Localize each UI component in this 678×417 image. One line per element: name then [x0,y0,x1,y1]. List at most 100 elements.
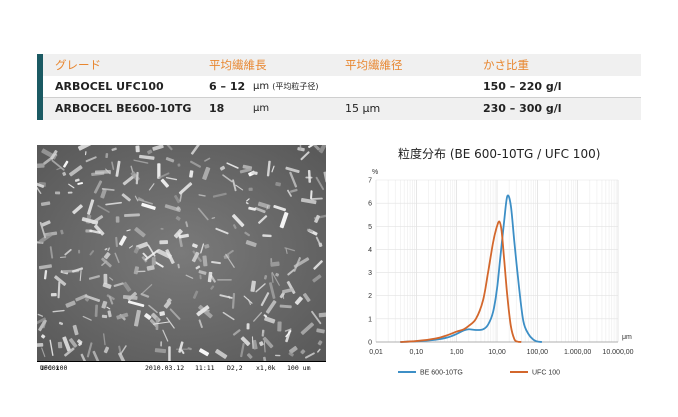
sem-particle [62,336,71,352]
sem-particle [122,281,132,292]
sem-particle [293,257,301,272]
sem-particle [277,321,282,332]
sem-particle [247,298,252,306]
sem-particle [302,293,311,303]
sem-particle [279,292,285,299]
sem-particle [67,191,73,194]
sem-particle [175,206,181,211]
table-row: ARBOCEL BE600-10TG 18 μm 15 μm 230 – 300… [43,98,641,120]
y-tick-label: 7 [368,178,372,185]
sem-particle [260,292,270,307]
sem-particle [85,151,87,156]
sem-particle [89,229,101,234]
sem-particle [262,336,274,349]
sem-particle [212,192,227,198]
sem-particle [168,346,171,361]
sem-particle [43,270,48,280]
sem-particle [160,178,170,188]
x-tick-label: 0,01 [369,349,383,356]
sem-particle [288,351,294,357]
sem-particle [166,317,175,329]
y-tick-label: 0 [368,340,372,347]
sem-particle [185,274,194,279]
sem-date: 2010.03.12 [145,364,185,372]
sem-particle [318,145,326,154]
sem-particle [225,253,235,268]
sem-particle [310,190,313,200]
x-tick-label: 10,00 [488,349,506,356]
sem-particle [204,157,211,162]
sem-particle [71,267,84,273]
sem-particle [105,153,109,159]
sem-particle [122,295,138,300]
sem-particle [192,290,199,299]
sem-particle [52,309,65,313]
chart-grid [375,179,619,343]
sem-particle [135,145,140,153]
sem-particle [304,352,315,359]
sem-particle [64,248,72,256]
sem-particle [100,189,107,199]
sem-particle [165,157,175,163]
sem-particle [187,347,192,351]
header-fiber-diameter: 平均繊維径 [345,58,403,72]
sem-particle [270,257,273,263]
sem-particle [285,247,288,255]
sem-particle [107,247,110,252]
sem-particle [68,338,78,348]
sem-particle [317,340,323,346]
header-fiber-length: 平均繊維長 [209,58,267,72]
sem-particle [41,347,46,358]
sem-particle [38,264,52,270]
sem-particle [271,272,274,283]
sem-particle [195,265,201,270]
sem-particle [313,260,323,270]
x-tick-label: 0,10 [410,349,424,356]
sem-particle [246,323,250,330]
sem-particle [250,280,256,292]
sem-particle [318,312,326,318]
sem-particle [211,261,221,265]
sem-particle [284,328,292,332]
sem-particle [196,305,210,317]
sem-particles [37,145,326,361]
sem-particle [134,227,146,238]
sem-particle [84,297,90,302]
sem-particle [60,229,64,235]
sem-detector: D2,2 [227,364,243,372]
sem-particle [59,256,67,258]
sem-particle [231,292,236,309]
sem-particle [115,160,121,177]
sem-particle [300,322,315,335]
sem-particle [275,354,281,357]
sem-particle [189,170,194,178]
sem-particle [58,321,64,326]
sem-particle [118,345,122,354]
sem-particle [159,240,169,245]
sem-particle [198,270,207,275]
sem-particle [101,314,108,319]
sem-particle [141,202,156,210]
sem-particle [37,163,45,169]
sem-particle [137,198,153,205]
sem-particle [173,228,183,239]
sem-particle [140,292,150,298]
sem-particle [111,161,115,171]
sem-particle [233,224,237,229]
row-grade: ARBOCEL UFC100 [55,80,164,93]
sem-particle [119,345,127,355]
row-length: 6 – 12 [209,80,246,93]
sem-particle [270,261,280,267]
sem-particle [255,283,266,293]
sem-particle [148,304,158,314]
sem-particle [88,275,100,280]
sem-particle [190,160,201,168]
sem-particle [54,191,61,195]
sem-particle [40,201,51,207]
sem-particle [139,154,155,160]
sem-particle [156,248,172,259]
sem-particle [240,336,251,346]
sem-particle [93,224,105,236]
row-length-unit: μm (平均粒子径) [253,76,319,98]
sem-particle [308,145,315,148]
